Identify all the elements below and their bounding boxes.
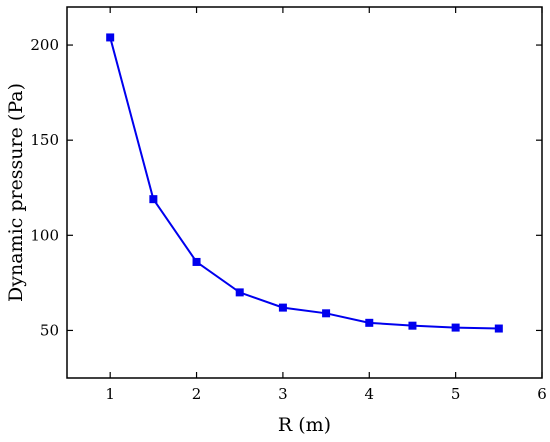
data-point-marker [235, 288, 244, 297]
y-axis-label: Dynamic pressure (Pa) [5, 83, 27, 302]
data-point-marker [451, 323, 460, 332]
x-tick-label: 2 [192, 385, 202, 403]
axis-ticks: 1 2 3 4 5 6 50 100 150 200 [30, 7, 547, 403]
x-tick-label: 4 [364, 385, 374, 403]
x-tick-label: 3 [278, 385, 288, 403]
data-point-marker [278, 303, 287, 312]
y-tick-label: 150 [30, 131, 59, 149]
y-tick-label: 50 [40, 321, 59, 339]
data-point-marker [192, 257, 201, 266]
series-line [109, 37, 499, 330]
data-point-marker [494, 324, 503, 333]
x-axis-label: R (m) [278, 414, 331, 436]
x-tick-label: 6 [537, 385, 547, 403]
x-tick-label: 5 [451, 385, 461, 403]
y-tick-label: 200 [30, 36, 59, 54]
data-point-marker [365, 318, 374, 327]
data-point-marker [408, 321, 417, 330]
series-layer [106, 33, 503, 333]
data-point-marker [106, 33, 115, 42]
x-tick-label: 1 [105, 385, 115, 403]
y-tick-label: 100 [30, 226, 59, 244]
data-point-marker [149, 195, 158, 204]
plot-frame [66, 6, 543, 379]
data-point-marker [322, 309, 331, 318]
